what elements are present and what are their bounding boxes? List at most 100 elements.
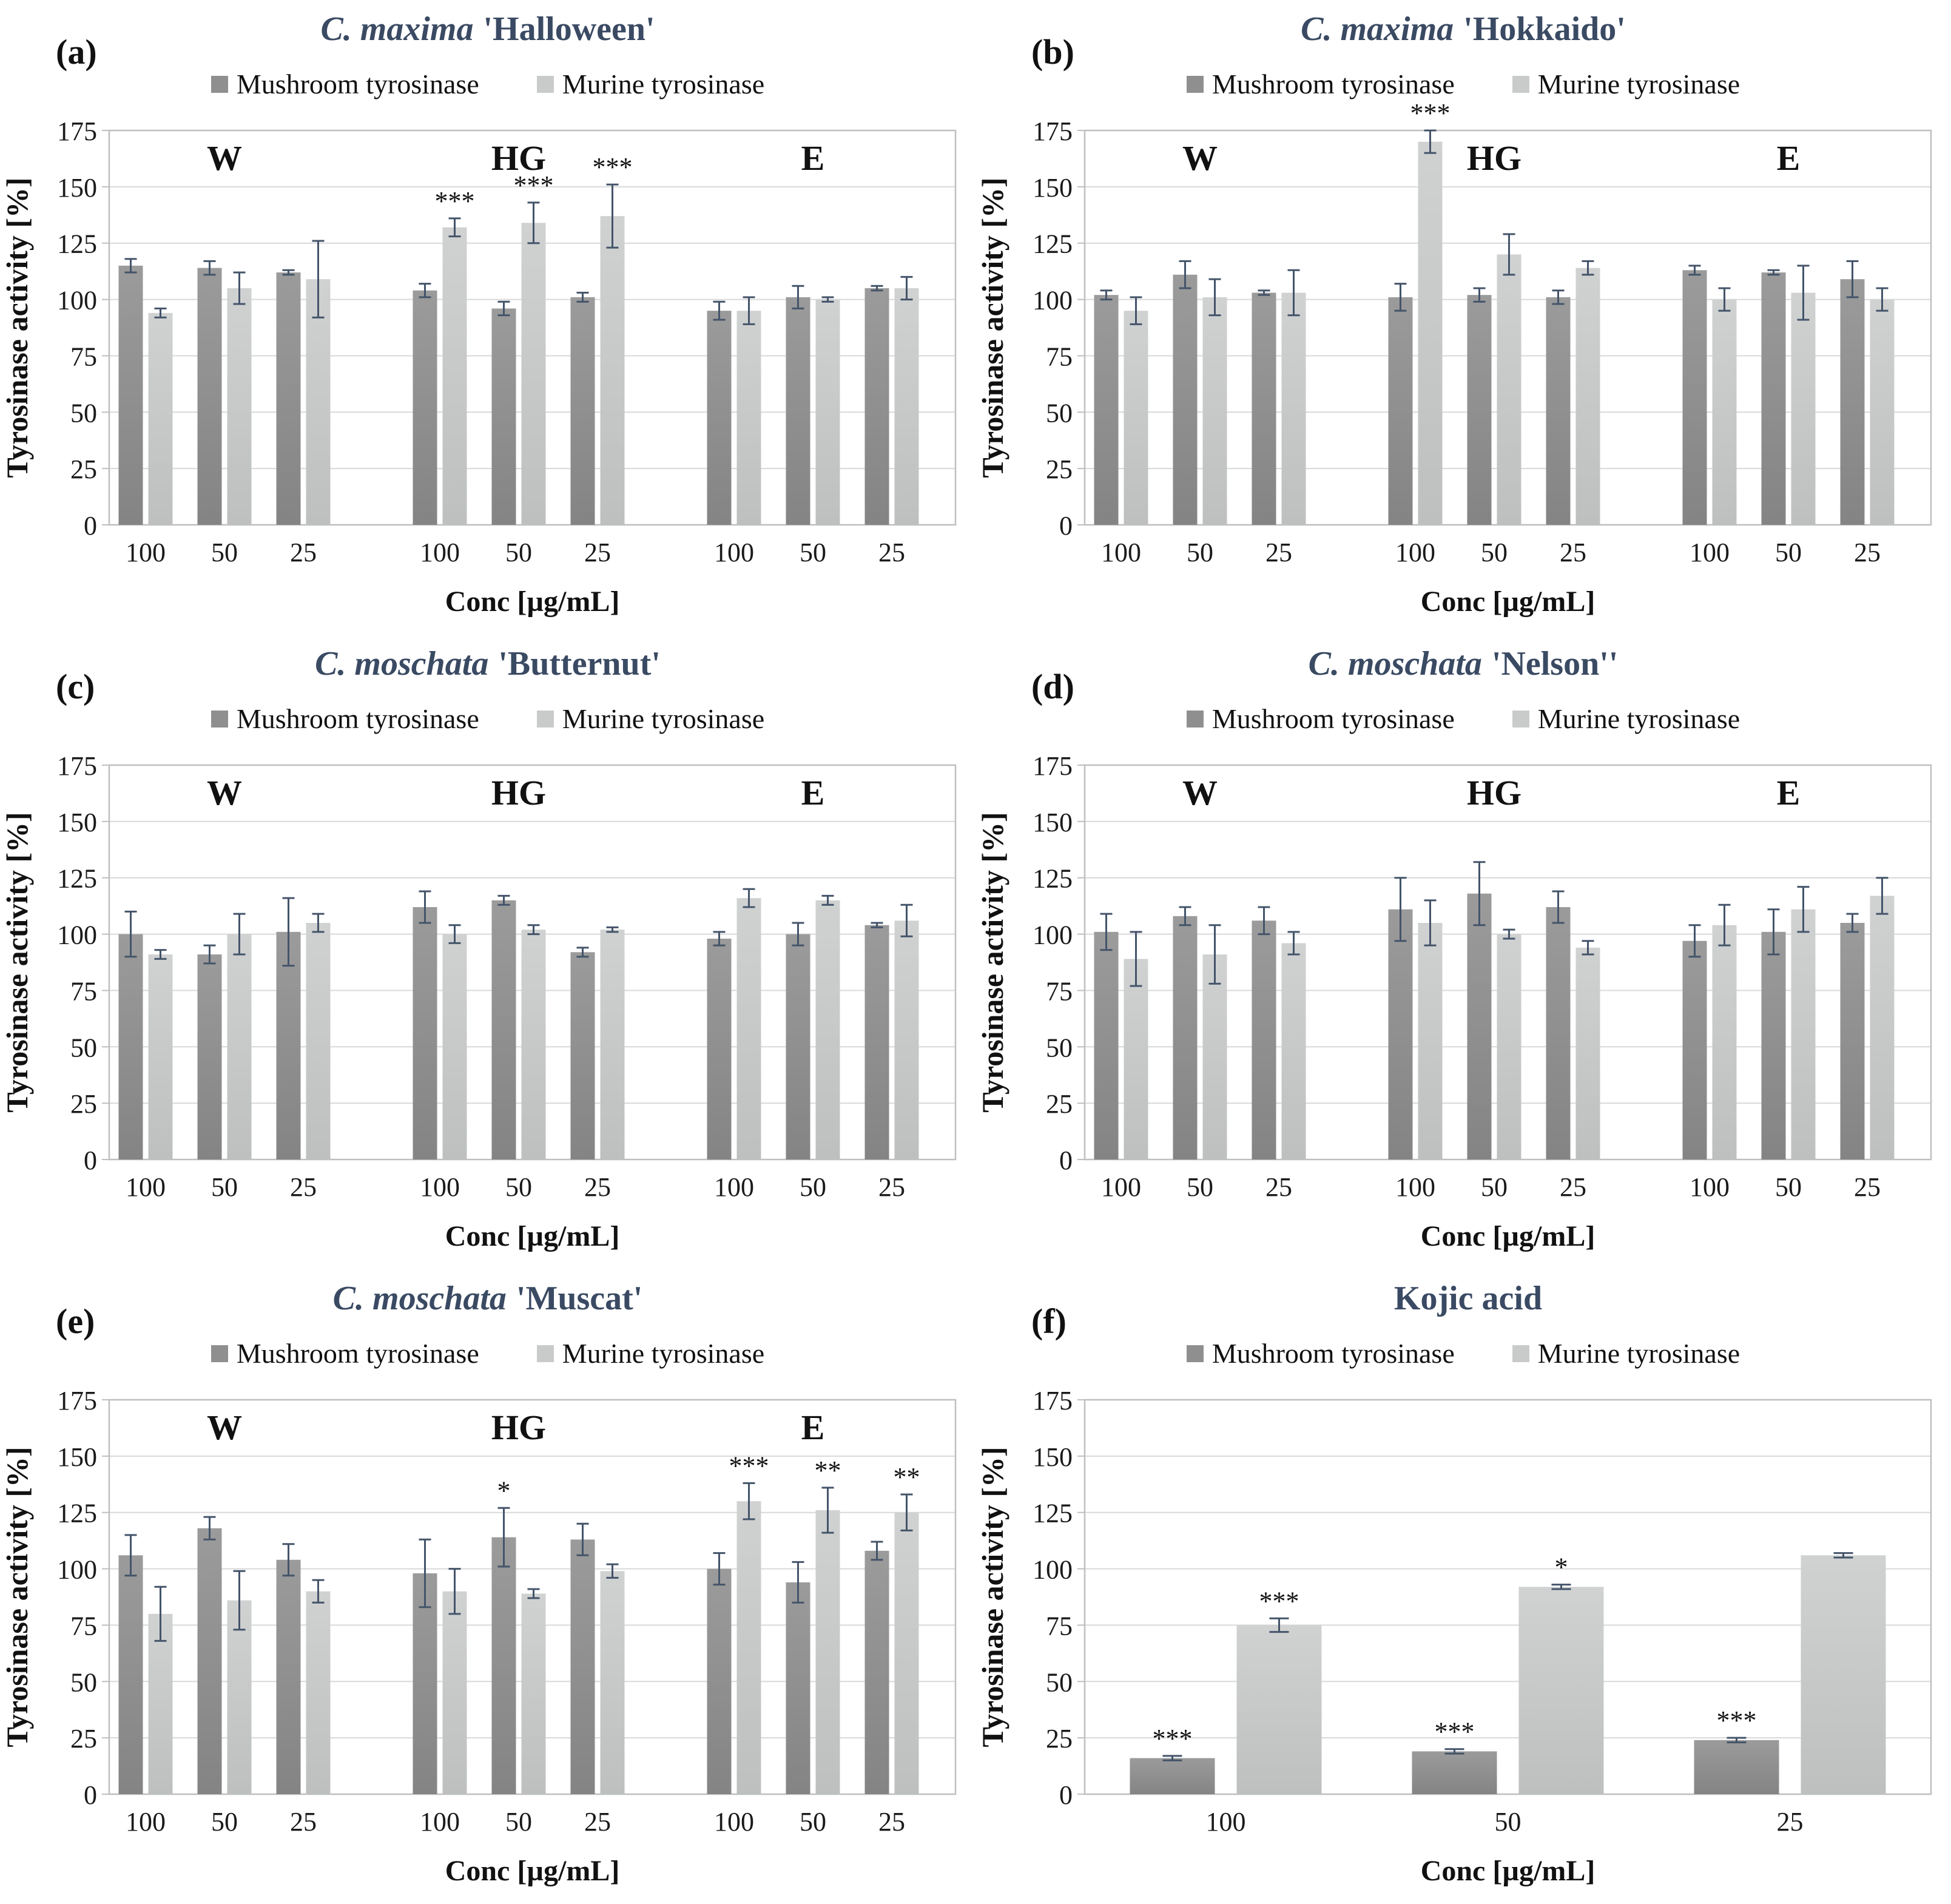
x-tick-label: 100 xyxy=(420,1807,460,1837)
bar-murine xyxy=(600,930,625,1160)
panel-label: (c) xyxy=(56,667,95,706)
bar-murine xyxy=(227,288,252,525)
bar-mushroom xyxy=(1252,292,1276,525)
y-tick-label: 75 xyxy=(1046,976,1073,1006)
y-tick-label: 50 xyxy=(1046,1667,1073,1697)
bar-mushroom xyxy=(1546,907,1571,1160)
chart-title: C. maxima 'Hokkaido' xyxy=(976,10,1951,49)
x-tick-label: 50 xyxy=(1481,538,1508,567)
chart-title-species: C. maxima xyxy=(1301,10,1454,48)
legend-item-mushroom: Mushroom tyrosinase xyxy=(1186,1337,1455,1369)
bar-mushroom xyxy=(276,1559,301,1794)
y-axis-title: Tyrosinase activity [%] xyxy=(0,812,34,1112)
bar-mushroom xyxy=(491,1537,516,1794)
x-tick-label: 25 xyxy=(290,1172,317,1202)
error-bar xyxy=(1718,287,1731,312)
chart-title-cultivar: 'Muscat' xyxy=(516,1280,643,1317)
y-tick-label: 75 xyxy=(70,342,97,371)
legend-item-mushroom: Mushroom tyrosinase xyxy=(211,68,479,100)
error-bar xyxy=(1767,269,1780,276)
error-bar xyxy=(871,922,883,928)
legend-item-mushroom: Mushroom tyrosinase xyxy=(211,1337,479,1369)
y-axis-title: Tyrosinase activity [%] xyxy=(0,177,34,478)
bar-mushroom xyxy=(1840,279,1865,525)
y-tick-label: 0 xyxy=(1059,511,1073,541)
error-bar xyxy=(1100,913,1113,951)
bar-mushroom xyxy=(786,934,810,1160)
x-axis-title: Conc [µg/mL] xyxy=(1421,1855,1596,1887)
bar-mushroom xyxy=(413,1573,437,1794)
bar-mushroom xyxy=(118,1555,143,1794)
y-tick-label: 25 xyxy=(1046,1089,1073,1119)
bar-murine xyxy=(1712,925,1737,1160)
bar-murine xyxy=(1281,943,1306,1160)
bar-murine xyxy=(1418,923,1443,1160)
bar-murine xyxy=(815,900,840,1160)
y-axis-title: Tyrosinase activity [%] xyxy=(976,812,1009,1112)
x-tick-label: 25 xyxy=(878,538,905,567)
error-bar xyxy=(1473,861,1486,927)
error-bar xyxy=(1503,928,1515,940)
x-tick-label: 25 xyxy=(1265,538,1292,567)
error-bar xyxy=(900,903,913,937)
y-tick-label: 175 xyxy=(1033,1386,1073,1416)
x-tick-label: 100 xyxy=(1206,1807,1246,1837)
x-tick-label: 100 xyxy=(1690,538,1730,567)
panel-label: (e) xyxy=(56,1301,95,1341)
legend-swatch-mushroom-icon xyxy=(211,710,228,728)
bar-murine xyxy=(736,898,761,1160)
bar-chart: 0 25 50 75 100 125 150 175 Tyrosinase activity [… xyxy=(0,1386,957,1887)
chart-title-species: C. moschata xyxy=(332,1280,507,1317)
error-bar xyxy=(1833,1552,1853,1559)
legend-swatch-mushroom-icon xyxy=(211,75,228,93)
bar-murine xyxy=(1202,297,1227,525)
significance-marker: *** xyxy=(1717,1706,1757,1735)
legend: Mushroom tyrosinase Murine tyrosinase xyxy=(976,68,1951,100)
x-tick-label: 25 xyxy=(1560,1172,1586,1202)
error-bar xyxy=(1688,265,1701,276)
bar-murine xyxy=(148,1613,173,1794)
legend: Mushroom tyrosinase Murine tyrosinase xyxy=(0,68,976,100)
bar-mushroom xyxy=(707,1568,732,1794)
bar-mushroom xyxy=(1094,295,1119,525)
y-tick-label: 25 xyxy=(70,454,97,484)
bar-mushroom xyxy=(864,288,889,525)
legend-label-murine: Murine tyrosinase xyxy=(562,703,765,734)
x-tick-label: 50 xyxy=(1495,1807,1521,1837)
error-bar xyxy=(792,285,804,309)
error-bar xyxy=(203,1516,216,1541)
error-bar xyxy=(448,924,461,944)
bar-chart: 0 25 50 75 100 125 150 175 Tyrosinase activity [… xyxy=(0,116,957,618)
error-bar xyxy=(497,894,510,906)
x-tick-label: 50 xyxy=(211,538,238,567)
y-tick-label: 100 xyxy=(1033,286,1073,316)
x-tick-label: 100 xyxy=(1101,1172,1141,1202)
legend-item-mushroom: Mushroom tyrosinase xyxy=(211,703,479,735)
y-tick-label: 175 xyxy=(57,751,97,781)
chart-title-cultivar: 'Hokkaido' xyxy=(1463,10,1626,48)
x-tick-label: 100 xyxy=(1101,538,1141,567)
error-bar xyxy=(900,1493,913,1531)
chart-panel-c: (c) C. moschata 'Butternut' Mushroom tyro… xyxy=(0,635,976,1269)
significance-marker: *** xyxy=(1153,1724,1193,1754)
bar-mushroom xyxy=(118,934,143,1160)
y-tick-label: 150 xyxy=(1033,1442,1073,1472)
legend-label-mushroom: Mushroom tyrosinase xyxy=(236,69,479,100)
error-bar xyxy=(1444,1748,1464,1755)
error-bar xyxy=(312,913,325,933)
chart-panel-e: (e) C. moschata 'Muscat' Mushroom tyrosin… xyxy=(0,1269,976,1904)
x-tick-label: 50 xyxy=(505,1807,532,1837)
chart-title-species: C. moschata xyxy=(315,645,489,683)
error-bar xyxy=(606,183,619,249)
error-bar xyxy=(1162,1755,1182,1761)
error-bar xyxy=(1718,903,1731,947)
error-bar xyxy=(448,217,461,238)
bar-mushroom xyxy=(276,931,301,1160)
error-bar xyxy=(154,1585,167,1642)
error-bar xyxy=(419,1538,431,1609)
error-bar xyxy=(124,910,137,958)
bar-murine xyxy=(521,223,546,525)
bar-mushroom xyxy=(118,265,143,525)
bar-mushroom xyxy=(413,907,437,1160)
error-bar xyxy=(1179,906,1191,927)
